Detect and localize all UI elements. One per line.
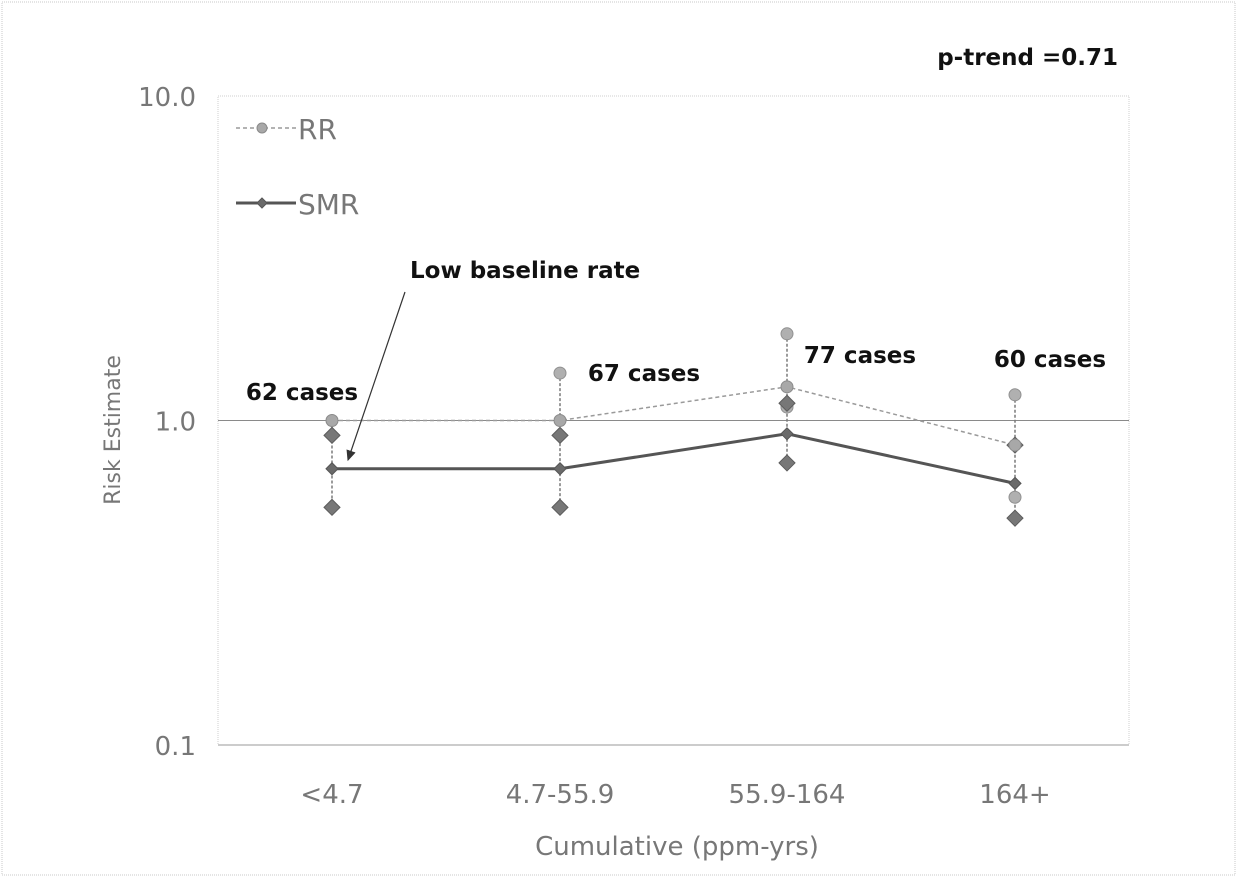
legend-smr-label: SMR [298, 188, 359, 221]
case-count-label: 77 cases [804, 343, 916, 369]
smr-ci-upper-marker [778, 394, 796, 412]
smr-ci-lower-marker [551, 498, 569, 517]
smr-data-point [325, 462, 339, 476]
smr-ci-upper-marker [323, 426, 341, 445]
y-tick-label: 0.1 [155, 732, 196, 762]
rr-ci-upper-marker [780, 327, 794, 341]
x-tick-label: 4.7-55.9 [506, 780, 615, 810]
y-axis-title: Risk Estimate [101, 355, 126, 505]
smr-series-line [332, 432, 1016, 485]
rr-ci-upper-marker [553, 366, 567, 380]
legend-smr-swatch-marker [256, 197, 268, 209]
p-trend-annotation: p-trend =0.71 [937, 45, 1118, 71]
smr-ci-upper-marker [551, 426, 569, 445]
x-tick-label: 164+ [979, 780, 1050, 810]
rr-series-line [332, 386, 1016, 446]
case-count-label: 62 cases [246, 380, 358, 406]
smr-ci-lower-marker [1006, 509, 1024, 527]
rr-ci-lower-marker [1008, 490, 1022, 504]
smr-data-point [1008, 476, 1022, 491]
rr-data-point [553, 414, 567, 427]
x-tick-label: <4.7 [300, 780, 363, 810]
rr-ci-upper-marker [1008, 388, 1022, 402]
case-count-label: 60 cases [994, 347, 1106, 373]
y-tick-label: 10.0 [138, 83, 196, 113]
rr-data-point [1008, 438, 1022, 452]
baseline-note-annotation: Low baseline rate [410, 258, 640, 284]
legend-rr-label: RR [298, 113, 337, 146]
legend-rr-swatch-marker [256, 122, 268, 134]
x-axis-title: Cumulative (ppm-yrs) [535, 832, 819, 862]
smr-data-point [553, 462, 567, 476]
smr-ci-lower-marker [778, 454, 796, 472]
smr-ci-lower-marker [323, 498, 341, 517]
y-tick-label: 1.0 [155, 408, 196, 438]
smr-data-point [780, 427, 794, 441]
case-count-label: 67 cases [588, 361, 700, 387]
baseline-note-arrow [346, 291, 406, 462]
rr-data-point [325, 414, 339, 427]
rr-data-point [780, 380, 794, 394]
x-tick-label: 55.9-164 [729, 780, 846, 810]
